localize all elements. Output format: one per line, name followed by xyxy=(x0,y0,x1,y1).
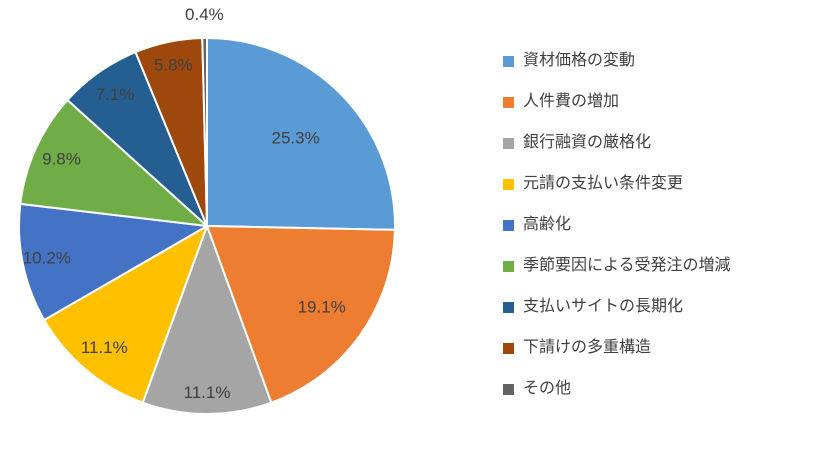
legend-label: 資材価格の変動 xyxy=(523,52,636,69)
legend-color-swatch xyxy=(503,55,514,67)
legend-color-swatch xyxy=(503,219,514,231)
legend-color-swatch xyxy=(503,383,514,395)
legend-item-1[interactable]: 人件費の増加 xyxy=(503,91,731,113)
slice-percent-label-5: 9.8% xyxy=(42,149,81,168)
legend-label: 下請けの多重構造 xyxy=(523,339,652,356)
slice-percent-label-7: 5.8% xyxy=(154,55,193,74)
legend-item-6[interactable]: 支払いサイトの長期化 xyxy=(503,296,731,318)
legend-item-3[interactable]: 元請の支払い条件変更 xyxy=(503,173,731,195)
legend-label: 銀行融資の厳格化 xyxy=(523,134,652,151)
legend-item-5[interactable]: 季節要因による受発注の増減 xyxy=(503,255,731,277)
pie-slice-8[interactable] xyxy=(201,37,208,227)
slice-percent-label-1: 19.1% xyxy=(298,298,346,317)
legend-item-2[interactable]: 銀行融資の厳格化 xyxy=(503,132,731,154)
pie-slice-0[interactable] xyxy=(206,37,396,231)
legend-color-swatch xyxy=(503,178,514,190)
legend-label: 高齢化 xyxy=(523,216,572,233)
legend-color-swatch xyxy=(503,342,514,354)
legend-color-swatch xyxy=(503,301,514,313)
slice-percent-label-2: 11.1% xyxy=(184,383,231,402)
legend-item-4[interactable]: 高齢化 xyxy=(503,214,731,236)
legend-color-swatch xyxy=(503,260,514,272)
pie-slice-5[interactable] xyxy=(19,99,208,227)
pie-slice-3[interactable] xyxy=(43,225,208,404)
legend-label: その他 xyxy=(523,380,572,397)
legend-label: 支払いサイトの長期化 xyxy=(523,298,684,315)
slice-percent-label-6: 7.1% xyxy=(96,85,135,104)
slice-percent-label-0: 25.3% xyxy=(271,129,319,148)
legend-item-7[interactable]: 下請けの多重構造 xyxy=(503,337,731,359)
slice-percent-label-4: 10.2% xyxy=(23,248,71,267)
legend-color-swatch xyxy=(503,96,514,108)
legend-label: 人件費の増加 xyxy=(523,93,620,110)
legend-color-swatch xyxy=(503,137,514,149)
legend-label: 季節要因による受発注の増減 xyxy=(523,257,731,274)
slice-percent-label-8: 0.4% xyxy=(185,5,224,24)
slice-percent-label-3: 11.1% xyxy=(81,338,128,357)
pie-slice-2[interactable] xyxy=(141,225,273,415)
pie-chart: 25.3% 19.1% 11.1% 11.1% 10.2% 9.8% 7.1% 5.8% 0.4… xyxy=(18,5,396,415)
legend-label: 元請の支払い条件変更 xyxy=(523,175,684,192)
legend-item-8[interactable]: その他 xyxy=(503,378,731,400)
pie-slice-4[interactable] xyxy=(18,202,208,321)
pie-slice-1[interactable] xyxy=(206,225,396,404)
legend-item-0[interactable]: 資材価格の変動 xyxy=(503,50,731,72)
chart-legend: 資材価格の変動 人件費の増加銀行融資の厳格化元請の支払い条件変更 高齢化季節要因によ… xyxy=(503,50,731,400)
